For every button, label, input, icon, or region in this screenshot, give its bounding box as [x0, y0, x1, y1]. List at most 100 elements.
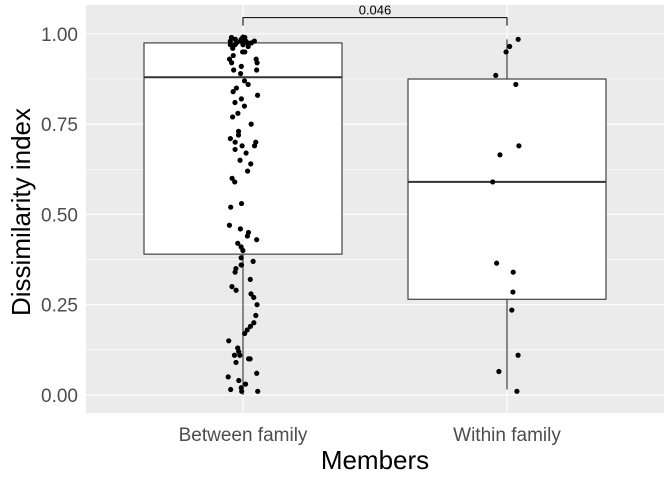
data-point: [238, 63, 244, 69]
data-point: [231, 67, 237, 73]
data-point: [230, 52, 236, 59]
y-tick-label-3: 0.75: [41, 115, 78, 136]
data-point: [507, 43, 513, 50]
significance-annotation: 0.046: [242, 3, 508, 26]
data-point: [228, 386, 234, 393]
data-point: [230, 45, 236, 51]
data-point: [225, 374, 231, 380]
data-point: [227, 38, 233, 44]
boxes: [143, 33, 607, 395]
data-point: [244, 168, 251, 174]
data-point: [254, 302, 260, 308]
data-point: [229, 60, 235, 66]
x-axis: Between family Within family: [179, 425, 562, 446]
y-tick-label-1: 0.25: [41, 296, 78, 317]
data-point: [253, 312, 259, 319]
data-point: [255, 388, 261, 394]
data-point: [490, 179, 496, 185]
data-point: [243, 150, 249, 156]
data-point: [509, 307, 515, 313]
box-0: [143, 42, 343, 255]
data-point: [254, 67, 260, 73]
data-point: [247, 323, 254, 329]
data-point: [233, 359, 239, 366]
data-point: [247, 356, 253, 362]
data-point: [254, 370, 260, 376]
data-point: [248, 161, 254, 167]
data-point: [248, 40, 255, 46]
data-point: [254, 92, 261, 98]
data-point: [248, 291, 254, 297]
data-point: [251, 294, 257, 301]
data-point: [244, 233, 251, 239]
data-point: [241, 103, 248, 109]
data-point: [240, 49, 246, 55]
data-point: [248, 121, 254, 127]
data-point: [227, 135, 233, 142]
data-point: [237, 71, 244, 77]
data-point: [239, 143, 245, 149]
data-point: [510, 289, 516, 295]
data-point: [235, 240, 241, 246]
data-point: [230, 114, 236, 120]
data-point: [229, 175, 235, 181]
data-point: [245, 81, 251, 88]
data-point: [497, 152, 503, 158]
data-point: [231, 352, 238, 358]
data-point: [240, 247, 246, 254]
data-point: [233, 287, 239, 293]
data-point: [503, 49, 509, 55]
data-point: [233, 85, 240, 91]
data-point: [230, 89, 236, 95]
data-point: [254, 237, 260, 243]
data-point: [235, 132, 242, 138]
data-point: [237, 226, 243, 232]
x-tick-label-1: Within family: [453, 425, 561, 446]
data-point: [251, 143, 258, 149]
data-point: [235, 110, 241, 116]
data-point: [516, 143, 522, 149]
data-point: [232, 139, 238, 145]
data-point: [232, 269, 238, 275]
y-tick-label-2: 0.50: [41, 205, 78, 226]
data-point: [239, 388, 245, 394]
data-point: [232, 179, 238, 185]
data-point: [226, 338, 232, 344]
p-value-label: 0.046: [359, 3, 392, 18]
data-point: [514, 388, 520, 394]
data-points: [225, 34, 522, 394]
x-tick-label-0: Between family: [179, 425, 308, 446]
data-point: [237, 157, 243, 163]
data-point: [245, 43, 251, 50]
data-point: [235, 128, 242, 134]
data-point: [226, 222, 233, 228]
y-tick-label-0: 0.00: [41, 386, 78, 407]
data-point: [493, 72, 499, 79]
data-point: [232, 99, 238, 106]
data-point: [251, 320, 257, 326]
x-axis-title: Members: [321, 445, 429, 475]
data-point: [228, 204, 234, 210]
data-point: [236, 377, 242, 384]
data-point: [241, 78, 248, 84]
data-point: [515, 352, 521, 358]
significance-bracket: [242, 17, 508, 26]
data-point: [238, 262, 244, 268]
data-point: [254, 60, 260, 66]
data-point: [494, 260, 500, 266]
data-point: [237, 352, 243, 358]
data-point: [244, 327, 250, 333]
data-point: [240, 42, 246, 48]
data-point: [247, 276, 253, 283]
data-point: [229, 284, 235, 290]
box-1: [407, 78, 607, 300]
data-point: [510, 269, 516, 275]
data-point: [242, 330, 248, 337]
data-point: [238, 255, 244, 261]
y-axis: 0.00 0.25 0.50 0.75 1.00: [41, 25, 78, 407]
data-point: [238, 96, 244, 102]
data-point: [232, 146, 238, 153]
y-axis-title: Dissimilarity index: [6, 108, 36, 316]
